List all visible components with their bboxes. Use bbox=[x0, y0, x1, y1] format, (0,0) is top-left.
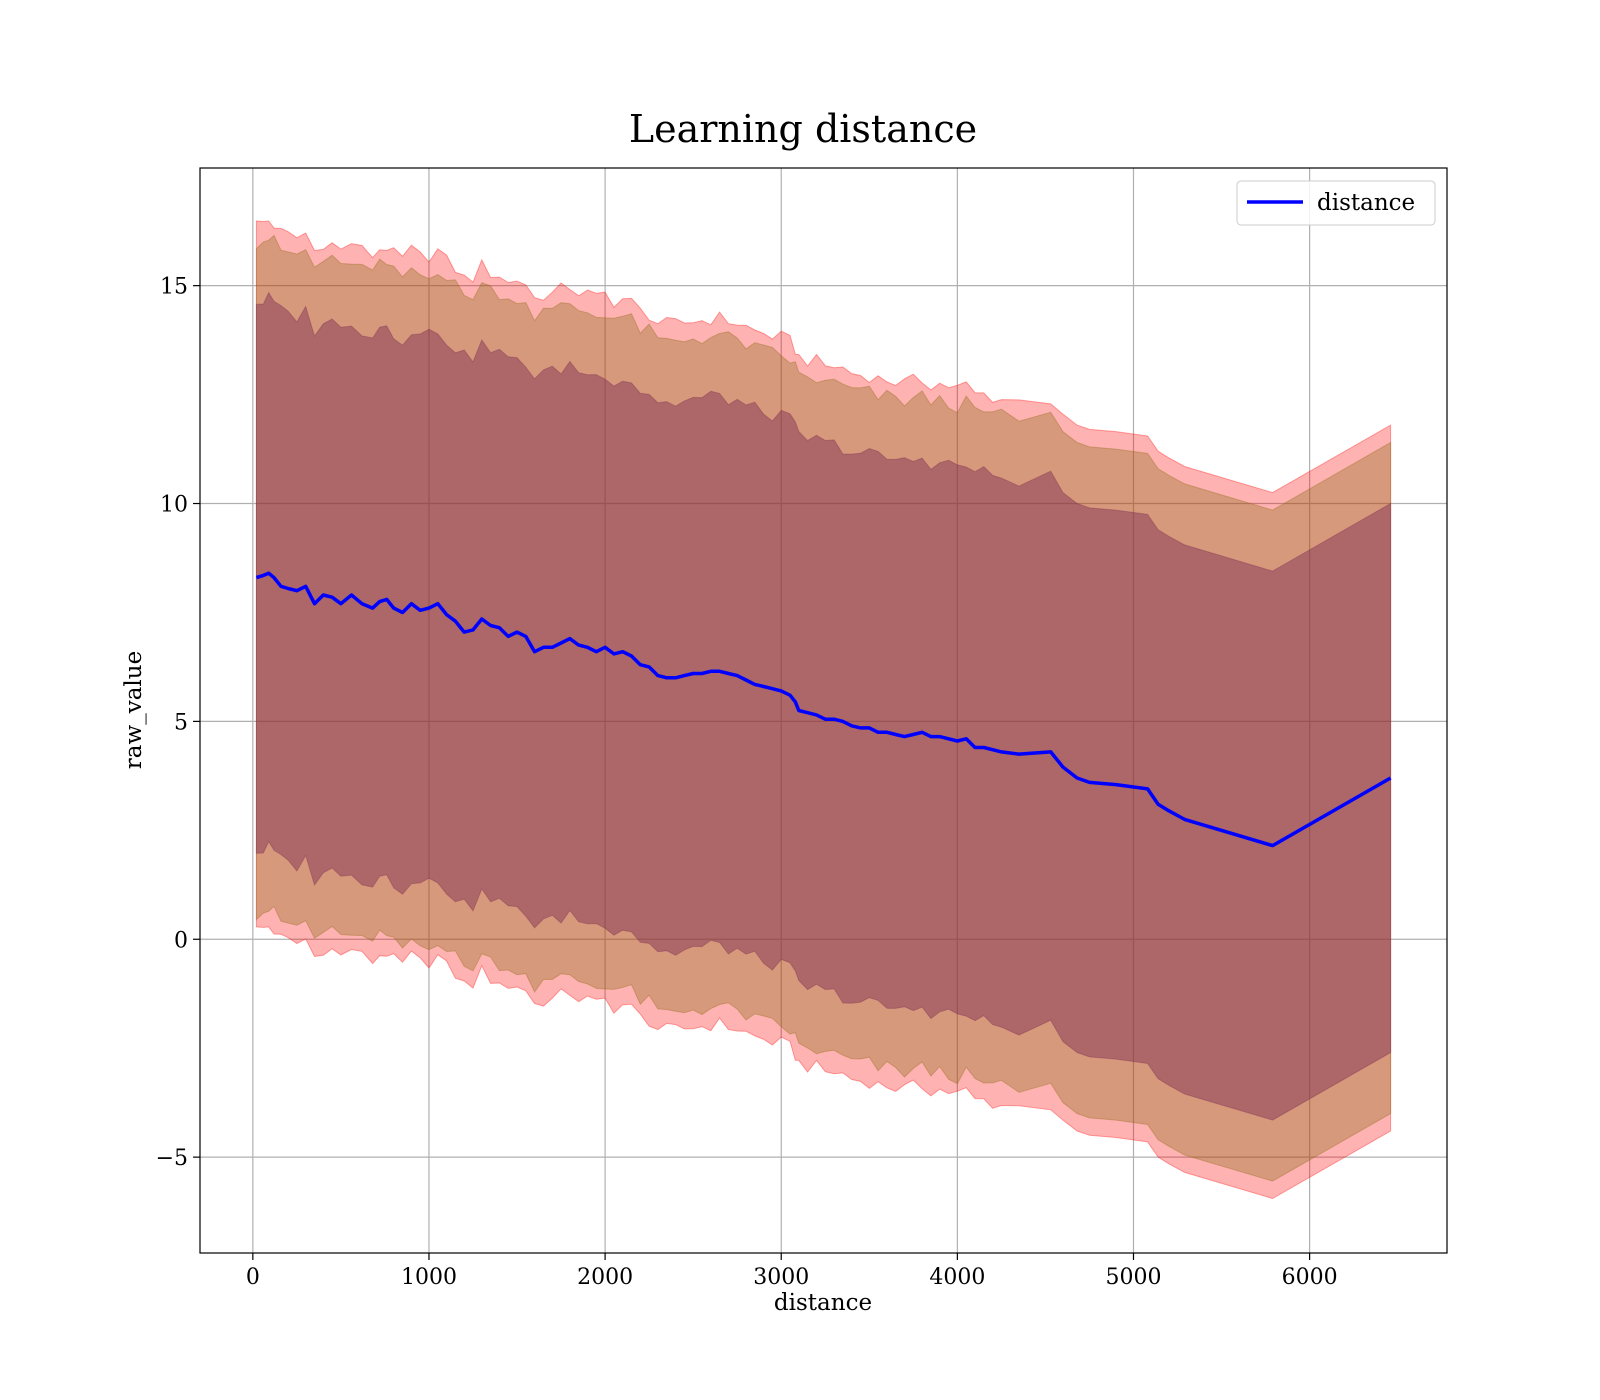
series-line-distance bbox=[255, 571, 1392, 848]
plot-area-frame bbox=[199, 167, 1448, 1254]
x-tick-label: 0 bbox=[246, 1265, 260, 1290]
x-tick-label: 6000 bbox=[1282, 1265, 1338, 1290]
x-axis-ticks: 0 1000 2000 3000 4000 5000 6000 bbox=[246, 1253, 1338, 1290]
x-tick-label: 5000 bbox=[1105, 1265, 1161, 1290]
x-tick-label: 4000 bbox=[929, 1265, 985, 1290]
legend-label-distance: distance bbox=[1317, 190, 1415, 216]
x-tick-label: 2000 bbox=[577, 1265, 633, 1290]
legend: distance bbox=[1236, 180, 1436, 226]
legend-box bbox=[1236, 180, 1436, 226]
grid-lines bbox=[200, 168, 1447, 1253]
confidence-bands bbox=[255, 220, 1392, 1200]
y-tick-label: 5 bbox=[174, 710, 188, 735]
x-tick-label: 1000 bbox=[401, 1265, 457, 1290]
x-axis-label: distance bbox=[774, 1290, 872, 1316]
band-middle bbox=[255, 234, 1392, 1182]
y-tick-label: 0 bbox=[174, 928, 188, 953]
y-axis-ticks: −5 0 5 10 15 bbox=[156, 275, 200, 1171]
chart-title: Learning distance bbox=[629, 107, 977, 151]
y-axis-label: raw_value bbox=[121, 651, 147, 769]
band-inner bbox=[255, 291, 1392, 1121]
band-outer bbox=[255, 220, 1392, 1200]
y-tick-label: −5 bbox=[156, 1146, 188, 1171]
series-lines bbox=[255, 571, 1392, 848]
y-tick-label: 10 bbox=[160, 493, 188, 518]
y-tick-label: 15 bbox=[160, 275, 188, 300]
x-tick-label: 3000 bbox=[753, 1265, 809, 1290]
